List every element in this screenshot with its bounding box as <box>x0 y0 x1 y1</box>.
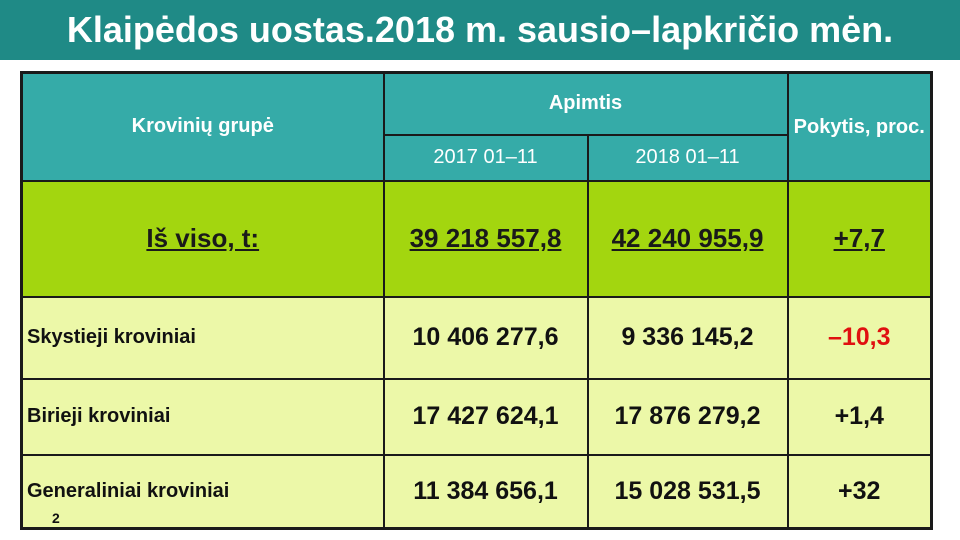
total-label: Iš viso, t: <box>20 179 385 298</box>
header-year-2018: 2018 01–11 <box>586 133 789 182</box>
row-label: Birieji kroviniai <box>20 377 385 456</box>
cargo-table: Krovinių grupė Apimtis Pokytis, proc. 20… <box>20 71 933 530</box>
total-2017: 39 218 557,8 <box>382 179 589 298</box>
row-change: +1,4 <box>786 377 933 456</box>
row-change: –10,3 <box>786 295 933 380</box>
row-2017: 17 427 624,1 <box>382 377 589 456</box>
header-volume: Apimtis <box>382 71 789 136</box>
table-row: Birieji kroviniai 17 427 624,1 17 876 27… <box>20 377 933 456</box>
row-2018: 9 336 145,2 <box>586 295 789 380</box>
row-change: +32 <box>786 453 933 530</box>
total-row: Iš viso, t: 39 218 557,8 42 240 955,9 +7… <box>20 179 933 298</box>
row-2017: 10 406 277,6 <box>382 295 589 380</box>
table-row: Generaliniai kroviniai 11 384 656,1 15 0… <box>20 453 933 530</box>
header-row-top: Krovinių grupė Apimtis Pokytis, proc. <box>20 71 933 182</box>
total-2018: 42 240 955,9 <box>586 179 789 298</box>
page-number: 2 <box>52 510 60 526</box>
row-label: Skystieji kroviniai <box>20 295 385 380</box>
header-row-years: 2017 01–11 2018 01–11 <box>22 133 932 182</box>
total-change: +7,7 <box>786 179 933 298</box>
row-2018: 17 876 279,2 <box>586 377 789 456</box>
header-year-2017: 2017 01–11 <box>382 133 589 182</box>
table-row: Skystieji kroviniai 10 406 277,6 9 336 1… <box>20 295 933 380</box>
slide-title: Klaipėdos uostas.2018 m. sausio–lapkriči… <box>0 0 960 60</box>
row-label: Generaliniai kroviniai <box>20 453 385 530</box>
header-group: Krovinių grupė <box>20 71 385 182</box>
row-2018: 15 028 531,5 <box>586 453 789 530</box>
row-2017: 11 384 656,1 <box>382 453 589 530</box>
header-change: Pokytis, proc. <box>786 71 933 182</box>
